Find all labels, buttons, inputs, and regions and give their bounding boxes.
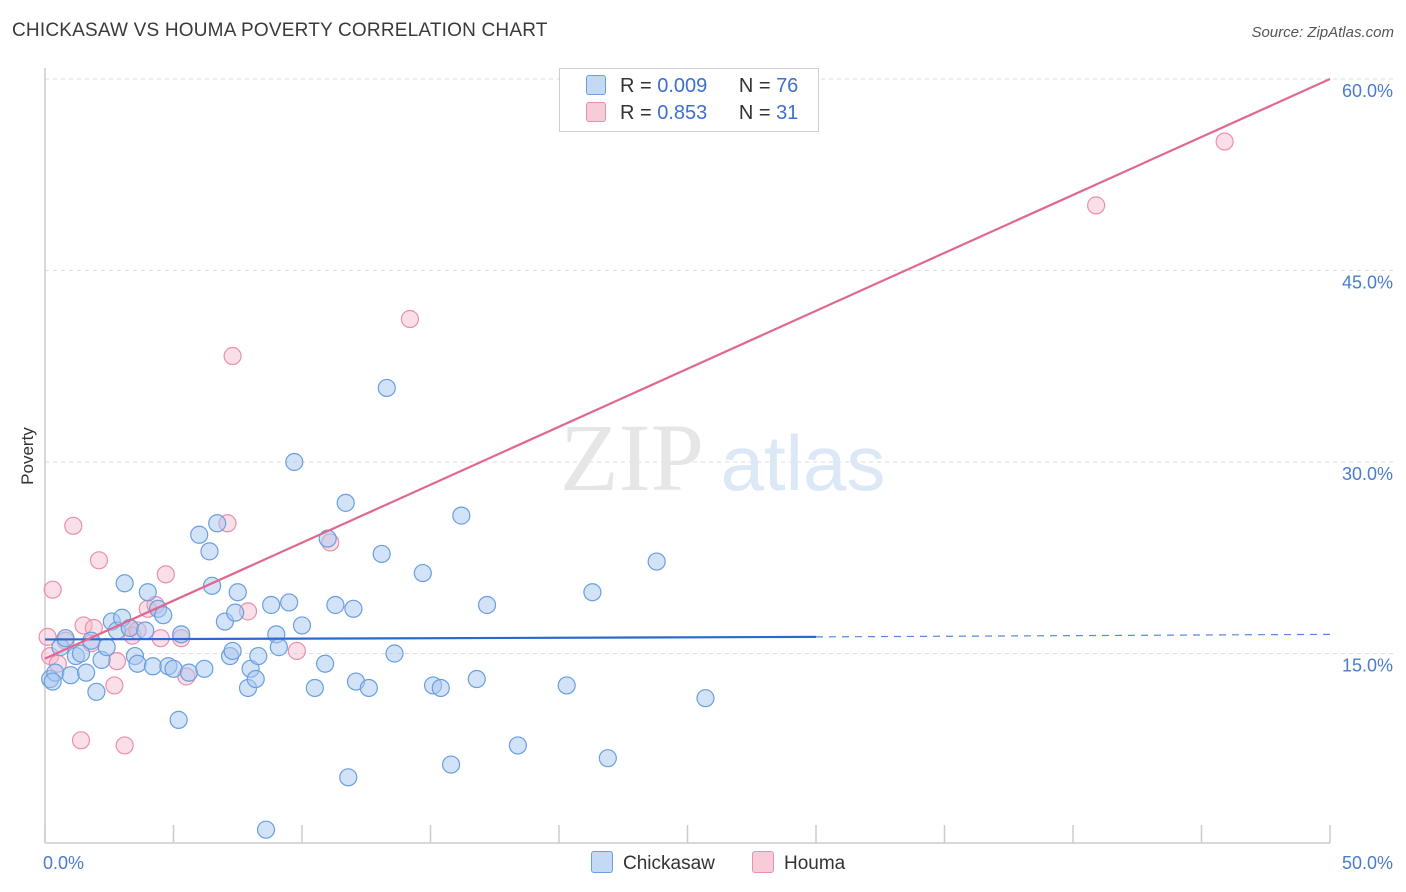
chickasaw-point-58 <box>359 678 378 698</box>
chickasaw-point-54 <box>336 493 355 512</box>
chickasaw-point-38 <box>228 583 247 602</box>
houma-point-2 <box>43 580 62 599</box>
chickasaw-point-47 <box>280 593 299 612</box>
chickasaw-point-53 <box>326 595 345 615</box>
chart-title: CHICKASAW VS HOUMA POVERTY CORRELATION C… <box>12 20 548 41</box>
chickasaw-point-28 <box>179 663 199 682</box>
chickasaw-point-36 <box>223 641 242 661</box>
houma-point-13 <box>115 736 134 755</box>
chickasaw-point-37 <box>226 603 245 622</box>
houma-point-29 <box>1087 196 1106 215</box>
chickasaw-point-67 <box>467 669 486 689</box>
chickasaw-point-75 <box>43 672 62 691</box>
legend-swatch-houma <box>586 102 606 122</box>
chickasaw-point-71 <box>583 583 602 602</box>
chickasaw-point-20 <box>138 583 157 602</box>
bottom-legend-chickasaw: Chickasaw <box>591 851 715 875</box>
chickasaw-point-72 <box>598 749 617 768</box>
x-tick-label-1: 50.0% <box>1342 853 1393 873</box>
chickasaw-point-59 <box>377 378 396 398</box>
watermark-atlas: atlas <box>721 419 886 507</box>
houma-point-11 <box>105 676 124 695</box>
legend-n-houma: 31 <box>776 102 799 124</box>
chickasaw-point-43 <box>256 820 276 839</box>
chickasaw-point-6 <box>71 644 91 663</box>
houma-point-0 <box>38 627 57 647</box>
source-label: Source: ZipAtlas.com <box>1251 24 1394 41</box>
legend: R = 0.009 N = 76 R = 0.853 N = 31 <box>559 68 819 132</box>
chickasaw-point-62 <box>413 563 432 583</box>
chickasaw-point-69 <box>508 736 527 755</box>
y-tick-label-0: 15.0% <box>1342 656 1393 676</box>
y-axis-label: Poverty <box>18 427 37 485</box>
x-tick-label-0: 0.0% <box>43 853 84 873</box>
chickasaw-point-31 <box>200 542 219 561</box>
chickasaw-point-44 <box>262 595 281 615</box>
chickasaw-point-21 <box>143 657 163 676</box>
chickasaw-point-70 <box>557 676 576 695</box>
chickasaw-point-42 <box>249 646 268 666</box>
chickasaw-point-49 <box>292 616 312 635</box>
y-tick-label-3: 60.0% <box>1342 81 1393 101</box>
chickasaw-point-64 <box>431 678 450 698</box>
chickasaw-point-46 <box>269 638 288 657</box>
houma-point-28 <box>400 309 420 329</box>
trend-lines <box>44 77 1331 660</box>
houma-point-5 <box>64 516 83 535</box>
houma-trend-line <box>44 77 1331 660</box>
chickasaw-point-11 <box>97 638 116 657</box>
chickasaw-point-9 <box>87 682 106 701</box>
chickasaw-point-15 <box>115 574 134 593</box>
chickasaw-point-61 <box>385 644 404 663</box>
chickasaw-point-68 <box>477 595 497 615</box>
chickasaw-point-26 <box>169 710 188 729</box>
chickasaw-point-25 <box>164 659 183 678</box>
chickasaw-point-29 <box>190 525 209 544</box>
legend-row-houma: R = 0.853 N = 31 <box>586 102 798 126</box>
y-tick-label-2: 45.0% <box>1342 273 1393 293</box>
watermark-zip: ZIP <box>560 404 704 511</box>
houma-point-6 <box>71 731 91 750</box>
houma-point-30 <box>1215 132 1234 151</box>
chickasaw-point-7 <box>77 663 96 682</box>
axes <box>44 68 1331 844</box>
chickasaw-point-51 <box>316 654 335 673</box>
chickasaw-point-18 <box>128 654 147 673</box>
houma-point-12 <box>107 652 127 671</box>
chickasaw-point-56 <box>344 599 363 618</box>
legend-n-chickasaw: 76 <box>776 75 799 97</box>
tick-labels: 15.0% 30.0% 45.0% 60.0% 0.0% 50.0% <box>43 81 1393 873</box>
legend-r-houma: 0.853 <box>657 102 708 124</box>
chickasaw-point-60 <box>372 544 391 564</box>
chickasaw-point-41 <box>246 669 265 689</box>
bottom-legend-swatch-chickasaw <box>591 851 613 873</box>
chickasaw-point-50 <box>305 678 324 698</box>
chickasaw-point-33 <box>208 514 227 533</box>
chickasaw-point-65 <box>441 755 461 774</box>
chickasaw-point-48 <box>285 452 304 472</box>
chickasaw-point-23 <box>154 606 173 625</box>
houma-point-10 <box>89 551 109 570</box>
chickasaw-point-27 <box>172 625 191 644</box>
chickasaw-point-19 <box>136 621 155 640</box>
chickasaw-point-66 <box>452 506 471 525</box>
chickasaw-trend-dashed <box>815 633 1331 638</box>
legend-r-chickasaw: 0.009 <box>657 75 708 97</box>
bottom-legend-swatch-houma <box>752 851 774 873</box>
chickasaw-point-30 <box>195 659 214 678</box>
chickasaw-point-3 <box>56 629 75 648</box>
chickasaw-trend-solid <box>44 635 817 641</box>
bottom-legend-houma: Houma <box>752 851 845 875</box>
houma-point-24 <box>223 346 242 366</box>
y-tick-label-1: 30.0% <box>1342 464 1393 484</box>
legend-row-chickasaw: R = 0.009 N = 76 <box>586 75 798 99</box>
legend-swatch-chickasaw <box>586 75 606 95</box>
houma-point-26 <box>287 641 306 661</box>
houma-point-20 <box>156 565 175 584</box>
chickasaw-point-55 <box>339 768 358 787</box>
chickasaw-point-73 <box>647 552 666 571</box>
chickasaw-point-4 <box>61 666 80 685</box>
chickasaw-point-74 <box>696 689 715 708</box>
